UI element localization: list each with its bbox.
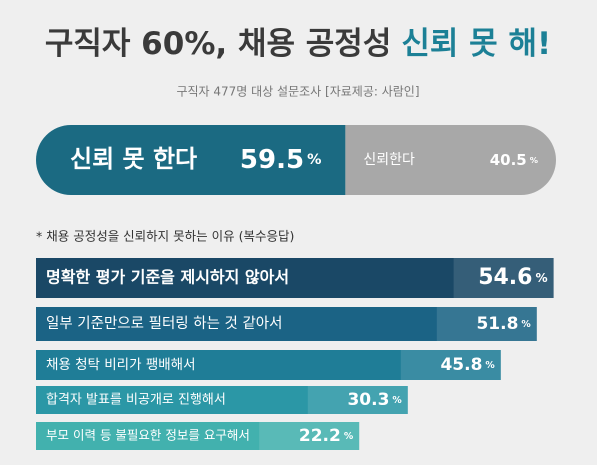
title: 구직자 60%, 채용 공정성 신뢰 못 해! — [45, 26, 551, 62]
unit: % — [485, 360, 495, 371]
segment — [345, 125, 556, 195]
split-bar — [36, 125, 556, 195]
segment-label: 신뢰 못 한다 — [70, 145, 197, 173]
title-main: 구직자 60%, 채용 공정성 — [45, 26, 392, 62]
bar-end — [453, 258, 554, 298]
bar-value: 54.6% — [478, 265, 547, 290]
unit: % — [521, 319, 531, 330]
bar-label: 채용 청탁 비리가 팽배해서 — [46, 357, 196, 373]
bar — [36, 307, 537, 341]
bar-value: 51.8% — [476, 314, 531, 334]
bar-value: 45.8% — [440, 355, 495, 375]
unit: % — [344, 431, 354, 442]
bar — [36, 386, 408, 414]
unit: % — [530, 155, 538, 165]
value: 51.8 — [476, 314, 518, 334]
value: 40.5 — [490, 151, 527, 169]
value: 54.6 — [478, 265, 532, 290]
bar — [36, 258, 554, 298]
segment-label: 신뢰한다 — [363, 152, 415, 168]
bar-end — [259, 422, 360, 450]
unit: % — [392, 395, 402, 406]
bar-label: 일부 기준만으로 필터링 하는 것 같아서 — [46, 315, 282, 332]
bar — [36, 422, 360, 450]
bar-label: 합격자 발표를 비공개로 진행해서 — [46, 392, 226, 408]
value: 30.3 — [347, 390, 389, 410]
value: 59.5 — [240, 145, 304, 175]
unit: % — [535, 271, 547, 285]
subtitle: 구직자 477명 대상 설문조사 [자료제공: 사람인] — [176, 85, 419, 99]
bar-end — [400, 350, 501, 380]
segment-value: 59.5% — [240, 145, 321, 175]
bar-end — [307, 386, 408, 414]
bar-label: 명확한 평가 기준을 제시하지 않아서 — [46, 268, 289, 287]
value: 22.2 — [299, 426, 341, 446]
bar — [36, 350, 501, 380]
segment — [36, 125, 346, 195]
note: * 채용 공정성을 신뢰하지 못하는 이유 (복수응답) — [36, 229, 294, 244]
segment-value: 40.5% — [490, 151, 538, 169]
bar-value: 22.2% — [299, 426, 354, 446]
bar-value: 30.3% — [347, 390, 402, 410]
title-highlight: 신뢰 못 해! — [401, 26, 551, 62]
unit: % — [307, 152, 321, 168]
value: 45.8 — [440, 355, 482, 375]
bar-label: 부모 이력 등 불필요한 정보를 요구해서 — [46, 428, 250, 443]
bar-end — [436, 307, 537, 341]
